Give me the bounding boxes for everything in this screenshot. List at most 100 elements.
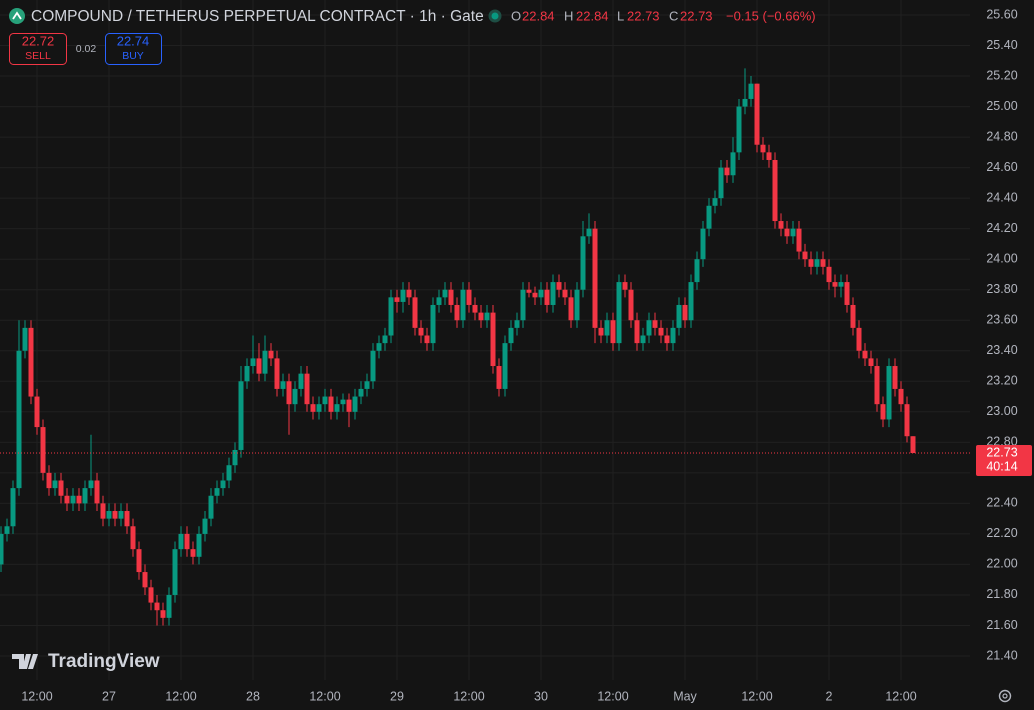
spread: 0.02 xyxy=(76,43,97,55)
candle-body xyxy=(442,289,448,298)
candle-body xyxy=(424,335,430,344)
candle-body xyxy=(256,358,262,374)
x-tick-label: 28 xyxy=(246,689,260,703)
candle-body xyxy=(166,594,172,618)
candle-body xyxy=(190,549,196,557)
candle-body xyxy=(622,282,628,290)
x-tick-label: 12:00 xyxy=(21,689,52,703)
candle-body xyxy=(706,205,712,229)
y-tick-label: 23.40 xyxy=(986,343,1017,357)
candle-body xyxy=(22,327,28,351)
candle-body xyxy=(586,228,592,237)
candle-body xyxy=(766,152,772,160)
y-tick-label: 24.40 xyxy=(986,190,1017,204)
candle-body xyxy=(244,366,250,382)
candle-body xyxy=(358,388,364,397)
candle-body xyxy=(328,396,334,412)
ohlc-label: O xyxy=(511,8,521,23)
x-tick-label: May xyxy=(673,689,697,703)
symbol-logo-glyph xyxy=(12,11,22,20)
candle-body xyxy=(490,312,496,367)
candle-body xyxy=(94,480,100,504)
candle-body xyxy=(376,343,382,351)
market-status[interactable] xyxy=(488,9,502,23)
buy-price: 22.74 xyxy=(117,33,150,48)
candle-body xyxy=(724,167,730,176)
price-change: −0.15 (−0.66%) xyxy=(726,8,816,23)
candle-body xyxy=(346,399,352,412)
candle-body xyxy=(274,358,280,389)
candle-body xyxy=(70,495,76,504)
sell-button[interactable] xyxy=(9,33,67,65)
candle-body xyxy=(532,292,538,298)
candle-body xyxy=(748,83,754,99)
candle-body xyxy=(418,327,424,336)
candle-body xyxy=(868,358,874,367)
y-tick-label: 24.60 xyxy=(986,160,1017,174)
ohlc-label: C xyxy=(669,8,678,23)
candle-body xyxy=(112,511,118,519)
settings-icon[interactable] xyxy=(998,689,1012,703)
y-tick-label: 24.20 xyxy=(986,221,1017,235)
ohlc-value: 22.84 xyxy=(576,8,609,23)
symbol-title[interactable]: COMPOUND / TETHERUS PERPETUAL CONTRACT ·… xyxy=(31,8,484,25)
symbol-logo xyxy=(9,8,25,24)
candle-body xyxy=(0,533,4,565)
candle-body xyxy=(670,327,676,344)
candle-body xyxy=(874,366,880,405)
candle-body xyxy=(388,297,394,336)
candle-body xyxy=(736,106,742,153)
candle-body xyxy=(658,327,664,336)
candle-body xyxy=(640,335,646,344)
y-tick-label: 25.00 xyxy=(986,99,1017,113)
candle-body xyxy=(862,350,868,359)
ohlc-value: 22.84 xyxy=(522,8,555,23)
buy-label: BUY xyxy=(122,50,144,62)
candle-body xyxy=(118,511,124,519)
candle-body xyxy=(808,259,814,267)
y-tick-label: 23.80 xyxy=(986,282,1017,296)
y-tick-label: 21.40 xyxy=(986,648,1017,662)
candle-body xyxy=(718,167,724,199)
candle-body xyxy=(514,320,520,328)
candle-body xyxy=(34,396,40,428)
candle-body xyxy=(652,320,658,328)
y-tick-label: 21.80 xyxy=(986,587,1017,601)
candle-body xyxy=(772,159,778,222)
candle-body xyxy=(448,289,454,305)
candle-body xyxy=(226,465,232,481)
candle-body xyxy=(880,404,886,420)
candle-body xyxy=(430,304,436,344)
candle-body xyxy=(64,495,70,504)
x-tick-label: 12:00 xyxy=(885,689,916,703)
candle-body xyxy=(154,602,160,611)
y-tick-label: 23.60 xyxy=(986,313,1017,327)
candle-body xyxy=(460,289,466,321)
candle-body xyxy=(82,488,88,504)
candle-body xyxy=(796,228,802,252)
y-tick-label: 22.00 xyxy=(986,557,1017,571)
candle-body xyxy=(778,221,784,229)
candle-body xyxy=(46,472,52,489)
tradingview-logo[interactable]: TradingView xyxy=(48,651,160,672)
candle-body xyxy=(232,449,238,466)
tradingview-icon xyxy=(12,654,38,669)
candle-body xyxy=(892,366,898,389)
x-tick-label: 30 xyxy=(534,689,548,703)
candle-body xyxy=(508,327,514,344)
buy-button[interactable] xyxy=(105,33,162,65)
candle-body xyxy=(700,228,706,260)
candle-body xyxy=(502,343,508,389)
candle-body xyxy=(556,282,562,290)
candle-body xyxy=(370,350,376,382)
candle-body xyxy=(496,366,502,389)
candle-body xyxy=(334,404,340,412)
candle-body xyxy=(784,228,790,237)
candle-body xyxy=(310,404,316,412)
candle-body xyxy=(520,289,526,321)
candle-body xyxy=(544,289,550,305)
x-tick-label: 2 xyxy=(826,689,833,703)
candle-body xyxy=(28,327,34,397)
